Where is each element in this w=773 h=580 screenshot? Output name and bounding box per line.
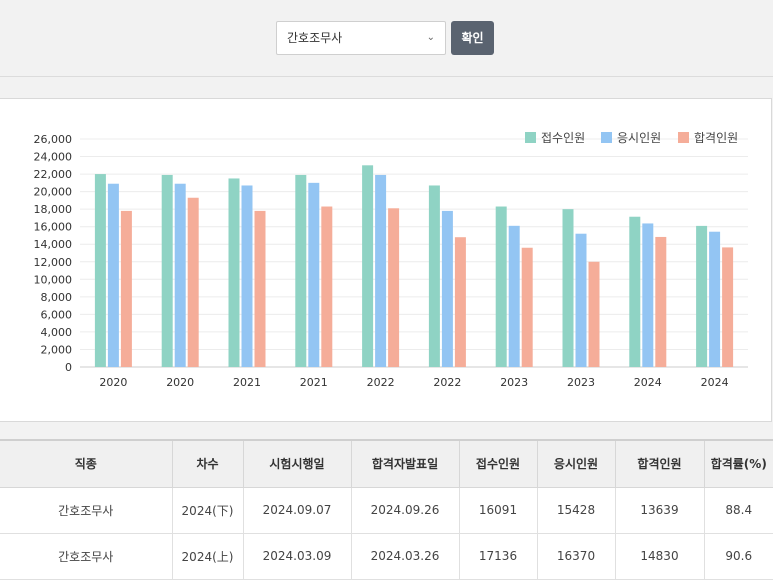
x-tick-label: 2022 xyxy=(433,376,461,389)
table-cell: 간호조무사 xyxy=(0,487,173,534)
table-row: 간호조무사 2024(下) 2024.09.07 2024.09.26 1609… xyxy=(0,487,773,534)
bar xyxy=(709,231,721,367)
x-tick-label: 2023 xyxy=(567,376,595,389)
col-header: 직종 xyxy=(0,439,173,488)
table-cell: 2024.03.09 xyxy=(243,533,352,580)
table-cell: 2024.03.26 xyxy=(351,533,460,580)
table-cell: 16370 xyxy=(537,533,616,580)
table-cell: 17136 xyxy=(459,533,538,580)
x-tick-label: 2020 xyxy=(99,376,127,389)
x-tick-label: 2024 xyxy=(634,376,662,389)
bar xyxy=(642,223,654,367)
bar xyxy=(495,206,507,367)
bar xyxy=(254,210,266,367)
col-header: 시험시행일 xyxy=(243,439,352,488)
y-tick-label: 26,000 xyxy=(34,133,73,146)
bar xyxy=(161,174,173,367)
col-header: 합격자발표일 xyxy=(351,439,460,488)
legend-swatch xyxy=(678,132,689,143)
table-cell: 2024.09.07 xyxy=(243,487,352,534)
bar xyxy=(388,208,400,367)
bar xyxy=(107,183,119,367)
bar xyxy=(187,197,199,367)
bar xyxy=(441,210,453,367)
x-tick-label: 2022 xyxy=(367,376,395,389)
filter-bar: 간호조무사 ⌄ 확인 xyxy=(0,0,773,77)
x-tick-label: 2020 xyxy=(166,376,194,389)
y-tick-label: 12,000 xyxy=(34,256,73,269)
legend-swatch xyxy=(601,132,612,143)
bar xyxy=(575,233,587,367)
col-header: 접수인원 xyxy=(459,439,538,488)
bar xyxy=(508,225,520,367)
bar xyxy=(655,236,667,367)
legend-label: 합격인원 xyxy=(694,131,738,145)
bar xyxy=(295,174,307,367)
chart-panel: 0 2,000 4,000 6,000 8,000 10,000 12,000 14,000 1… xyxy=(0,98,772,422)
bar xyxy=(454,237,466,367)
y-tick-label: 0 xyxy=(65,361,72,374)
confirm-button[interactable]: 확인 xyxy=(451,21,494,55)
bar xyxy=(562,209,574,367)
job-type-select-value: 간호조무사 xyxy=(287,31,343,45)
table-cell: 13639 xyxy=(615,487,705,534)
table-cell: 14830 xyxy=(615,533,705,580)
bar xyxy=(321,206,333,367)
results-table-wrap: 직종 차수 시험시행일 합격자발표일 접수인원 응시인원 합격인원 합격률(%)… xyxy=(0,439,773,580)
x-tick-label: 2024 xyxy=(701,376,729,389)
table-header-row: 직종 차수 시험시행일 합격자발표일 접수인원 응시인원 합격인원 합격률(%) xyxy=(0,439,773,488)
bar xyxy=(120,210,132,367)
y-tick-label: 18,000 xyxy=(34,203,73,216)
chevron-down-icon: ⌄ xyxy=(426,32,435,43)
x-tick-label: 2021 xyxy=(233,376,261,389)
col-header: 응시인원 xyxy=(537,439,616,488)
results-table: 직종 차수 시험시행일 합격자발표일 접수인원 응시인원 합격인원 합격률(%)… xyxy=(0,439,773,580)
bar xyxy=(362,165,374,367)
table-cell: 2024(下) xyxy=(172,487,244,534)
table-cell: 15428 xyxy=(537,487,616,534)
col-header: 합격률(%) xyxy=(704,439,773,488)
x-tick-label: 2023 xyxy=(500,376,528,389)
x-tick-label: 2021 xyxy=(300,376,328,389)
bar xyxy=(228,178,240,367)
y-tick-label: 10,000 xyxy=(34,273,73,286)
bar xyxy=(308,182,320,367)
bar xyxy=(521,247,533,367)
y-tick-label: 8,000 xyxy=(41,291,73,304)
col-header: 합격인원 xyxy=(615,439,705,488)
table-cell: 2024(上) xyxy=(172,533,244,580)
legend-label: 접수인원 xyxy=(541,131,585,145)
bar xyxy=(241,185,253,367)
bar xyxy=(696,225,708,367)
bar xyxy=(629,216,641,367)
bar xyxy=(94,174,106,367)
bar-chart: 0 2,000 4,000 6,000 8,000 10,000 12,000 14,000 1… xyxy=(34,131,748,389)
table-cell: 16091 xyxy=(459,487,538,534)
table-row: 간호조무사 2024(上) 2024.03.09 2024.03.26 1713… xyxy=(0,533,773,580)
bar xyxy=(722,247,734,367)
bar xyxy=(174,183,186,367)
y-tick-label: 4,000 xyxy=(41,326,73,339)
y-tick-label: 22,000 xyxy=(34,168,73,181)
bar xyxy=(588,261,600,367)
y-tick-label: 2,000 xyxy=(41,343,73,356)
y-tick-label: 20,000 xyxy=(34,186,73,199)
legend-swatch xyxy=(525,132,536,143)
legend-label: 응시인원 xyxy=(617,131,661,145)
y-tick-label: 16,000 xyxy=(34,221,73,234)
col-header: 차수 xyxy=(172,439,244,488)
bar xyxy=(428,185,440,367)
table-cell: 88.4 xyxy=(704,487,773,534)
table-cell: 90.6 xyxy=(704,533,773,580)
y-tick-label: 24,000 xyxy=(34,151,73,164)
table-cell: 간호조무사 xyxy=(0,533,173,580)
bar xyxy=(375,174,387,367)
table-cell: 2024.09.26 xyxy=(351,487,460,534)
y-tick-label: 6,000 xyxy=(41,308,73,321)
y-tick-label: 14,000 xyxy=(34,238,73,251)
job-type-select[interactable]: 간호조무사 ⌄ xyxy=(276,21,446,55)
